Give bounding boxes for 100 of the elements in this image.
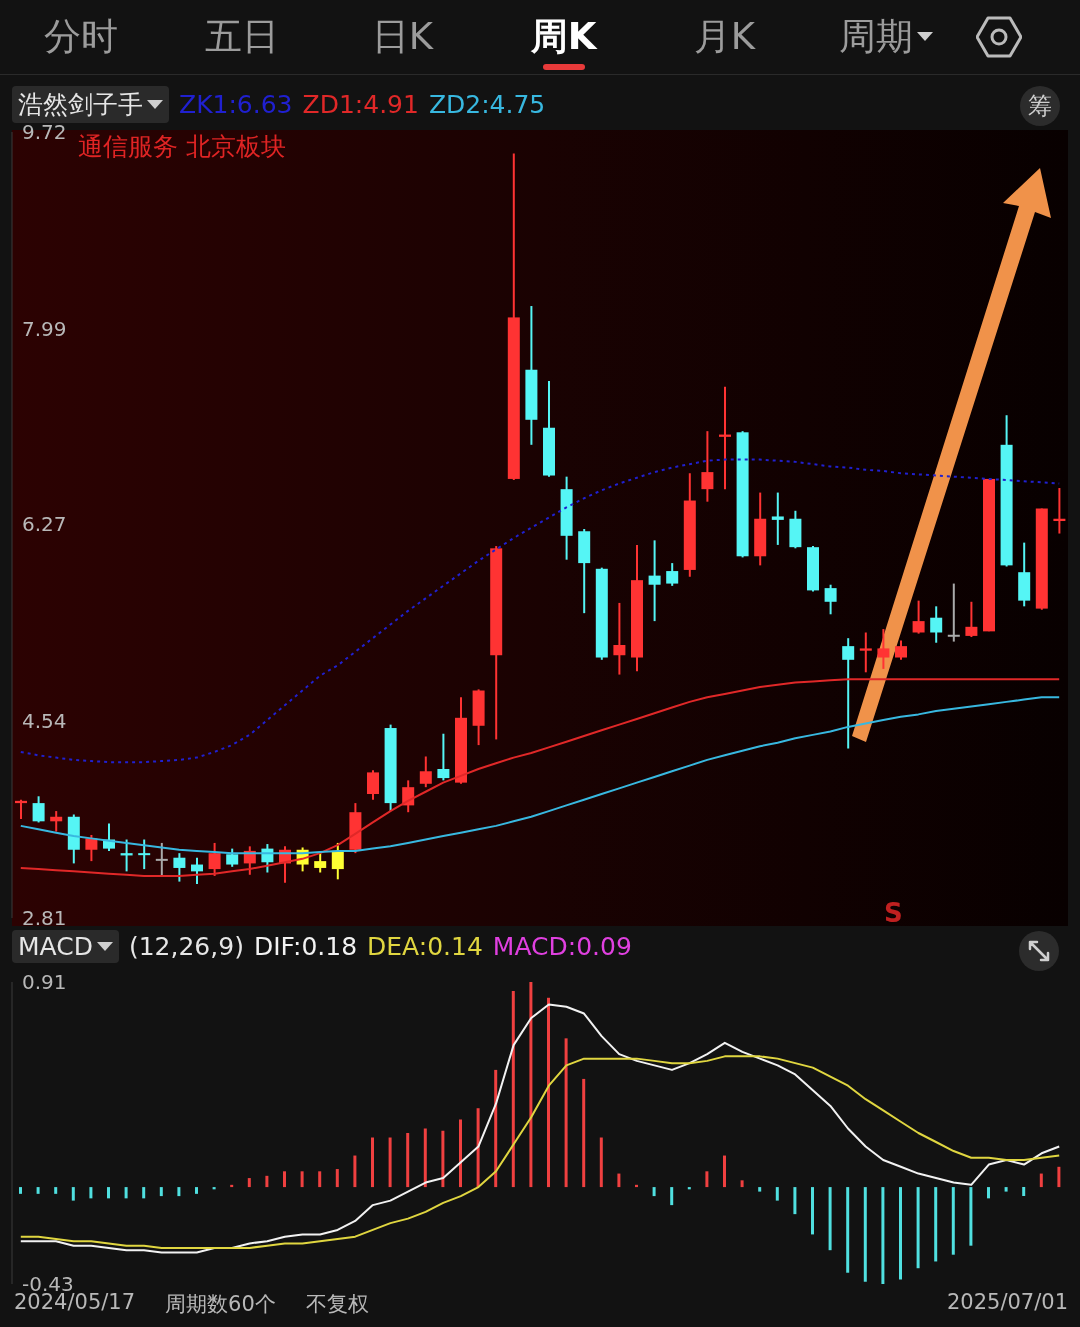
bar [1039,1173,1043,1188]
text: 月K [692,14,757,60]
text: (12,26,9) [128,932,244,961]
candlestick [666,562,679,587]
text: 五日 [203,14,280,60]
candlestick [965,600,978,639]
text: 分时 [42,14,119,60]
bar [987,1187,990,1199]
candlestick [155,841,168,877]
candlestick [947,582,960,643]
bar [54,1187,58,1194]
candlestick [32,795,45,824]
bar [107,1187,110,1199]
text: ZK1:6.63 [179,90,293,119]
candlestick [331,841,344,881]
bar [71,1187,75,1201]
candlestick [859,631,872,674]
candlestick [701,430,714,503]
bar [318,1171,322,1188]
bar [951,1187,955,1255]
candlestick [85,833,98,863]
candlestick [226,847,239,868]
candlestick [613,601,626,676]
bar [793,1187,797,1215]
bar [740,1180,744,1188]
candlestick [930,605,943,644]
y-tick-label: 9.72 [22,120,67,144]
bar [652,1187,656,1197]
line-series [19,678,1061,877]
bar [494,1069,498,1188]
bar [459,1119,462,1188]
series-label: MACD:0.09 [492,932,632,961]
bar [283,1171,286,1188]
bar [353,1155,357,1188]
candlestick [419,755,432,789]
bar [247,1178,251,1188]
text: 周K [529,14,598,60]
bar [195,1187,198,1194]
bar [335,1169,339,1188]
y-tick-label: 7.99 [22,316,67,341]
candlestick [173,852,186,883]
candlestick [437,732,450,782]
bar [159,1187,163,1197]
bar [1057,1166,1061,1188]
text: 不复权 [305,1291,369,1318]
bar [705,1171,709,1188]
bar [828,1187,832,1251]
text: DIF:0.18 [253,932,358,961]
bar [441,1130,445,1188]
bar [265,1175,269,1188]
text: DEA:0.14 [367,932,483,961]
annotation: S [884,898,903,928]
bar [617,1173,621,1188]
candlestick [877,628,890,670]
annotation: 通信服务 北京板块 [78,131,286,163]
y-tick-label: 6.27 [22,512,67,537]
text: 周期 [837,14,914,60]
bar [916,1187,920,1269]
bar [371,1137,374,1188]
bar [300,1171,304,1188]
bar [423,1128,427,1188]
bar [863,1187,867,1282]
y-tick-label: 2.81 [22,906,67,930]
candlestick [208,841,221,877]
bar [388,1137,392,1188]
bar [36,1187,40,1194]
bar [1022,1187,1026,1197]
bar [599,1137,603,1188]
bar [881,1187,885,1284]
bar [511,991,515,1188]
y-tick-label: 0.91 [22,970,67,994]
y-tick-label: 4.54 [22,709,67,734]
line-series [19,1003,1061,1254]
bar [934,1187,938,1262]
bar [124,1187,128,1199]
legend-title: 浩然剑子手 [18,90,143,119]
candlestick [314,852,327,874]
bar [564,1038,568,1188]
candlestick [895,639,907,661]
text: 2025/07/01 [946,1290,1068,1316]
text: 日K [370,14,435,60]
bar [89,1187,93,1199]
candlestick [648,539,661,623]
candlestick [912,599,925,635]
bar [529,982,533,1188]
bar [406,1133,410,1188]
bar [670,1187,674,1206]
bar [758,1187,762,1192]
line-series [19,1055,1061,1249]
candlestick [138,838,151,871]
candlestick [842,637,855,750]
legend-title: MACD [12,930,119,963]
bar [775,1187,779,1201]
bar [899,1187,902,1280]
candlestick [824,583,837,616]
bar [1004,1187,1008,1192]
bar [846,1187,850,1273]
bar [142,1187,146,1199]
bar [547,997,550,1188]
bar [811,1187,814,1235]
